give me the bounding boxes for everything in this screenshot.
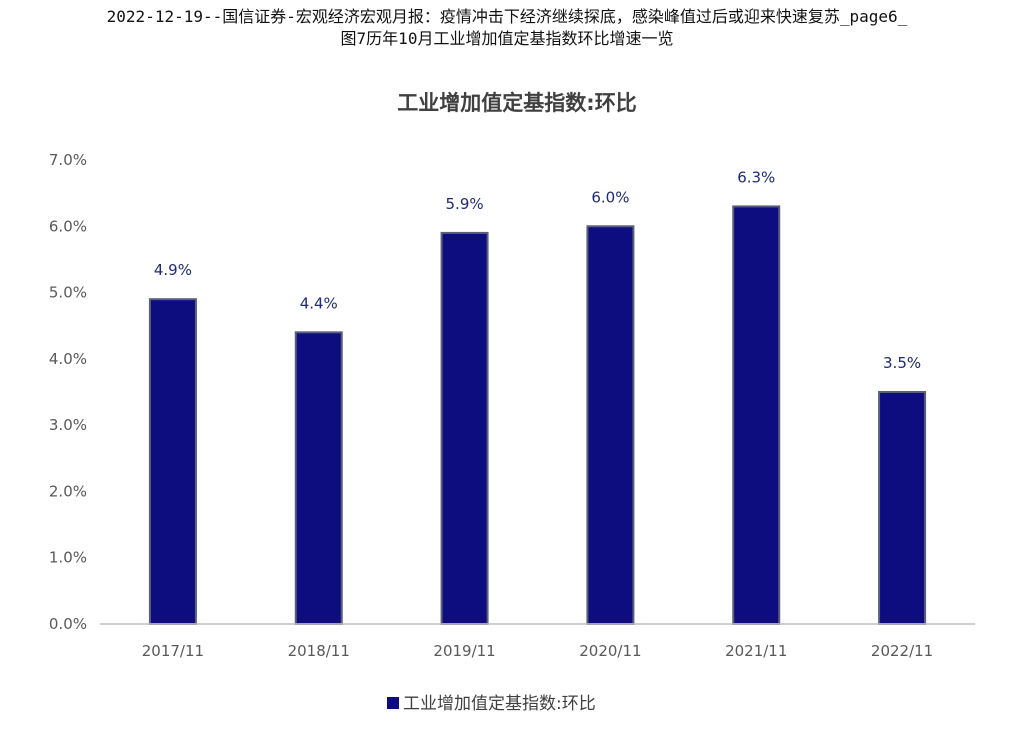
figure-caption: 2022-12-19--国信证券-宏观经济宏观月报：疫情冲击下经济继续探底，感染… bbox=[0, 6, 1014, 50]
y-tick-label: 5.0% bbox=[49, 284, 87, 302]
x-tick-label: 2022/11 bbox=[871, 642, 933, 660]
data-labels: 4.9% 4.4% 5.9% 6.0% 6.3% 3.5% bbox=[154, 168, 921, 372]
x-tick-label: 2021/11 bbox=[725, 642, 787, 660]
y-tick-label: 4.0% bbox=[49, 350, 87, 368]
data-label: 6.0% bbox=[591, 188, 629, 206]
y-tick-label: 3.0% bbox=[49, 416, 87, 434]
y-tick-label: 0.0% bbox=[49, 615, 87, 633]
y-tick-label: 1.0% bbox=[49, 549, 87, 567]
caption-line-2: 图7历年10月工业增加值定基指数环比增速一览 bbox=[340, 29, 674, 48]
data-label: 4.4% bbox=[300, 294, 338, 312]
bar bbox=[148, 298, 197, 625]
y-tick-label: 2.0% bbox=[49, 482, 87, 500]
caption-line-1: 2022-12-19--国信证券-宏观经济宏观月报：疫情冲击下经济继续探底，感染… bbox=[106, 7, 908, 26]
x-tick-label: 2018/11 bbox=[288, 642, 350, 660]
bar bbox=[294, 331, 343, 625]
bar bbox=[586, 225, 635, 626]
y-axis-ticks: 0.0% 1.0% 2.0% 3.0% 4.0% 5.0% 6.0% 7.0% bbox=[49, 151, 87, 633]
legend-label: 工业增加值定基指数:环比 bbox=[403, 694, 596, 714]
bar bbox=[878, 391, 927, 625]
data-label: 5.9% bbox=[446, 195, 484, 213]
y-tick-label: 6.0% bbox=[49, 217, 87, 235]
x-tick-label: 2020/11 bbox=[579, 642, 641, 660]
legend-swatch bbox=[387, 697, 399, 709]
bar bbox=[440, 231, 489, 626]
data-label: 4.9% bbox=[154, 261, 192, 279]
bar bbox=[732, 205, 781, 625]
data-label: 3.5% bbox=[883, 354, 921, 372]
bar-series bbox=[148, 205, 927, 626]
data-label: 6.3% bbox=[737, 168, 775, 186]
x-axis-ticks: 2017/11 2018/11 2019/11 2020/11 2021/11 2022/… bbox=[142, 642, 933, 660]
legend: 工业增加值定基指数:环比 bbox=[387, 694, 596, 714]
y-tick-label: 7.0% bbox=[49, 151, 87, 169]
chart-title: 工业增加值定基指数:环比 bbox=[397, 91, 636, 115]
x-tick-label: 2019/11 bbox=[433, 642, 495, 660]
x-tick-label: 2017/11 bbox=[142, 642, 204, 660]
